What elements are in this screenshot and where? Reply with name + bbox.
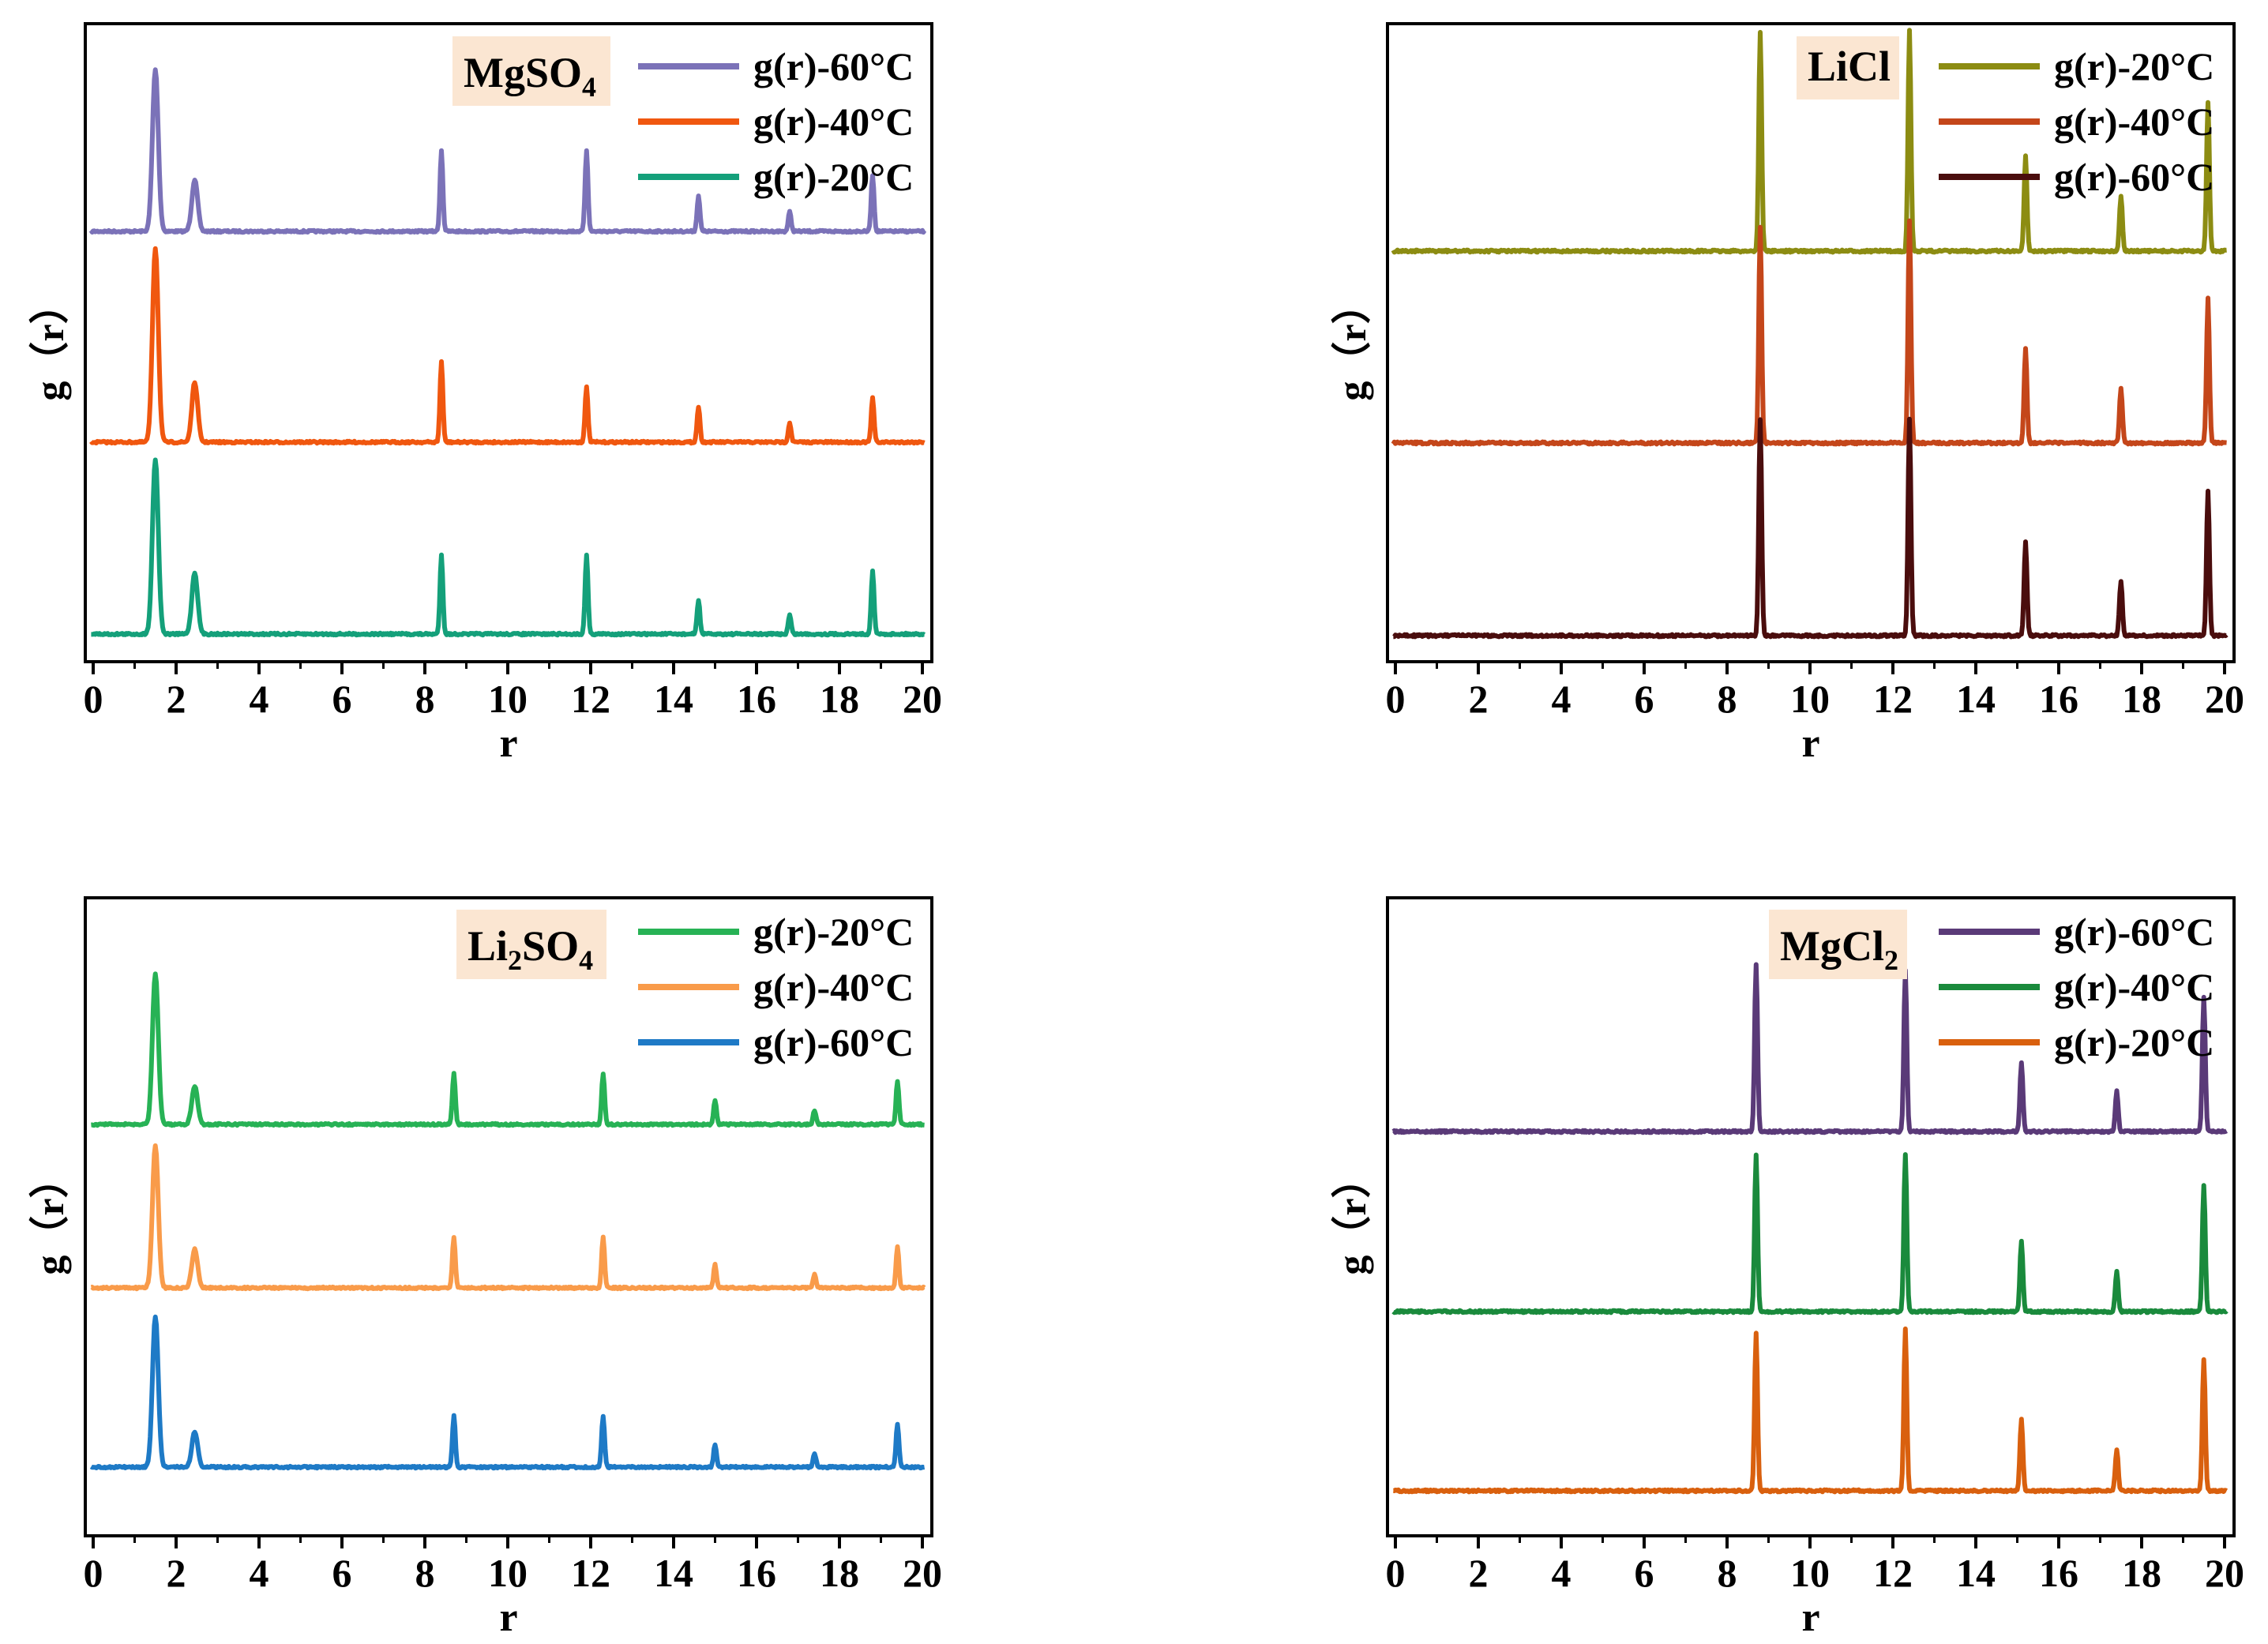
legend-label: g(r)-20°C: [753, 155, 914, 199]
title-box: [1797, 36, 1899, 99]
x-tick-label: 6: [1635, 1551, 1654, 1595]
chart-panel-4: 0 2 4 6 8 10 12 14 16 18 20 r g（r） MgCl2 g(r)-60°C g(r)…: [1330, 896, 2244, 1640]
x-tick-label: 18: [2122, 677, 2161, 721]
title-box: [1769, 910, 1907, 979]
x-tick-label: 0: [84, 677, 103, 721]
legend-label: g(r)-20°C: [753, 910, 914, 954]
chart-title: MgSO4: [464, 49, 596, 103]
x-tick-label: 10: [488, 677, 528, 721]
legend-label: g(r)-60°C: [2054, 155, 2214, 199]
x-tick-label: 4: [250, 1551, 269, 1595]
x-tick-label: 2: [1469, 677, 1489, 721]
x-tick-label: 16: [2039, 1551, 2078, 1595]
chart-panel-1: 0 2 4 6 8 10 12 14 16 18 20 r g（r） MgSO4 g(r)-60°C g(r)…: [28, 22, 942, 766]
x-tick-label: 8: [1718, 1551, 1737, 1595]
y-axis-label: g（r）: [28, 284, 72, 400]
x-axis-label: r: [499, 721, 517, 766]
x-tick-label: 4: [1552, 677, 1571, 721]
chart-panel-2: 0 2 4 6 8 10 12 14 16 18 20 r g（r） LiCl g(r)-20°C g(r)-…: [1330, 22, 2244, 766]
x-tick-label: 6: [1635, 677, 1654, 721]
title-box: [456, 910, 606, 979]
x-tick-label: 8: [1718, 677, 1737, 721]
series-line-g-r-40-c: [1391, 218, 2229, 447]
series-line-g-r-40-c: [89, 246, 926, 446]
x-tick-label: 14: [654, 1551, 693, 1595]
x-tick-label: 4: [1552, 1551, 1571, 1595]
chart-title: MgCl2: [1780, 922, 1898, 976]
series-line-g-r-20-c: [89, 971, 926, 1128]
chart-title: Li2SO4: [467, 922, 593, 976]
x-tick-label: 10: [1790, 677, 1830, 721]
x-tick-label: 20: [903, 677, 942, 721]
x-tick-label: 0: [1386, 1551, 1406, 1595]
x-tick-label: 0: [1386, 677, 1406, 721]
x-tick-label: 12: [1873, 677, 1913, 721]
series-line-g-r-60-c: [1391, 416, 2229, 640]
x-tick-label: 8: [415, 1551, 435, 1595]
legend-label: g(r)-40°C: [753, 99, 914, 144]
x-tick-label: 20: [2205, 677, 2244, 721]
series-line-g-r-40-c: [1391, 1152, 2229, 1316]
x-tick-label: 14: [654, 677, 693, 721]
series-line-g-r-60-c: [88, 67, 927, 235]
x-tick-label: 6: [332, 677, 352, 721]
x-tick-label: 2: [167, 1551, 186, 1595]
x-tick-label: 16: [737, 677, 776, 721]
x-tick-label: 12: [1873, 1551, 1913, 1595]
y-axis-label: g（r）: [28, 1158, 72, 1274]
y-axis-label: g（r）: [1330, 284, 1374, 400]
x-tick-label: 2: [1469, 1551, 1489, 1595]
x-tick-label: 18: [820, 677, 859, 721]
x-tick-label: 18: [2122, 1551, 2161, 1595]
x-tick-label: 6: [332, 1551, 352, 1595]
x-tick-label: 2: [167, 677, 186, 721]
title-box: [452, 36, 610, 106]
legend-label: g(r)-40°C: [2054, 965, 2214, 1009]
legend-label: g(r)-40°C: [753, 965, 914, 1009]
x-tick-label: 20: [2205, 1551, 2244, 1595]
series-line-g-r-20-c: [1391, 28, 2229, 255]
x-tick-label: 16: [2039, 677, 2078, 721]
x-tick-label: 14: [1956, 677, 1996, 721]
x-tick-label: 14: [1956, 1551, 1996, 1595]
series-line-g-r-20-c: [89, 457, 926, 638]
legend-label: g(r)-20°C: [2054, 1020, 2214, 1064]
series-line-g-r-40-c: [89, 1143, 926, 1292]
x-axis-label: r: [1801, 721, 1819, 766]
legend-label: g(r)-60°C: [753, 1020, 914, 1064]
y-axis-label: g（r）: [1330, 1158, 1374, 1274]
series-line-g-r-60-c: [89, 1314, 926, 1471]
chart-panel-3: 0 2 4 6 8 10 12 14 16 18 20 r g（r） Li2SO4 g(r)-20°C g(r…: [28, 896, 942, 1640]
legend-label: g(r)-60°C: [753, 44, 914, 88]
series-line-g-r-60-c: [1391, 962, 2229, 1135]
x-tick-label: 18: [820, 1551, 859, 1595]
legend-label: g(r)-20°C: [2054, 44, 2214, 88]
x-axis-label: r: [1801, 1595, 1819, 1640]
x-tick-label: 12: [571, 1551, 610, 1595]
x-tick-label: 8: [415, 677, 435, 721]
x-tick-label: 10: [488, 1551, 528, 1595]
x-axis-label: r: [499, 1595, 517, 1640]
x-tick-label: 16: [737, 1551, 776, 1595]
x-tick-label: 20: [903, 1551, 942, 1595]
legend-label: g(r)-40°C: [2054, 99, 2214, 144]
x-tick-label: 0: [84, 1551, 103, 1595]
series-line-g-r-20-c: [1391, 1326, 2229, 1495]
x-tick-label: 4: [250, 677, 269, 721]
legend-label: g(r)-60°C: [2054, 910, 2214, 954]
x-tick-label: 10: [1790, 1551, 1830, 1595]
chart-title: LiCl: [1808, 43, 1891, 90]
x-tick-label: 12: [571, 677, 610, 721]
